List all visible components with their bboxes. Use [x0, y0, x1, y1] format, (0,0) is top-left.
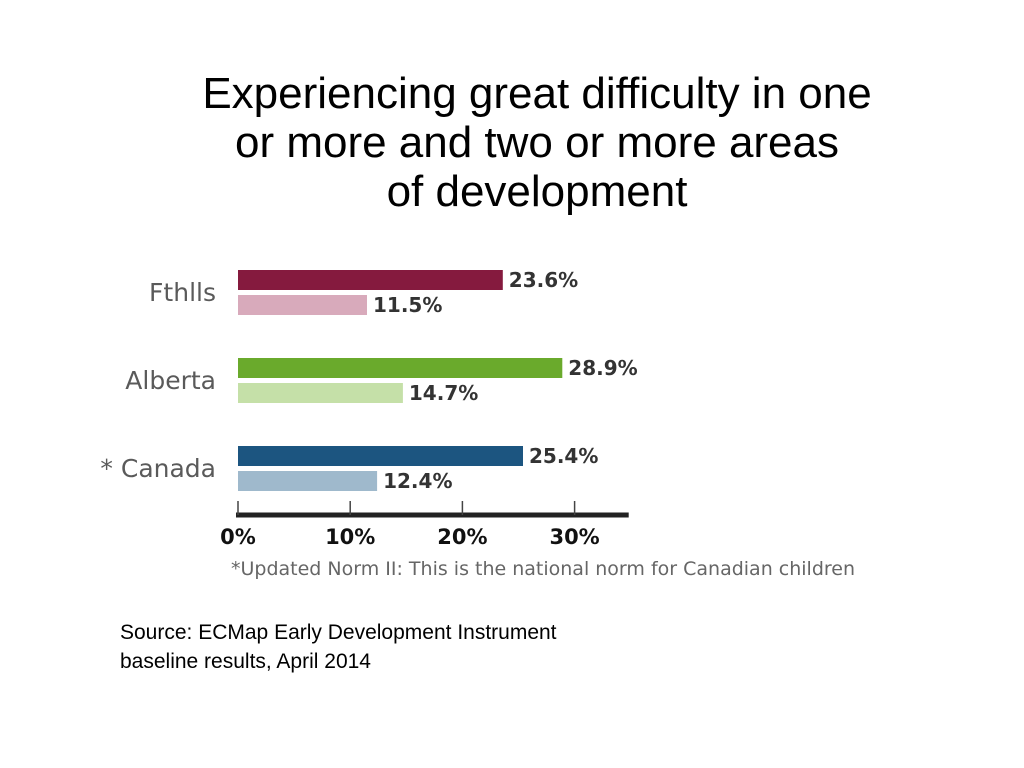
bar	[238, 358, 563, 378]
data-label: 25.4%	[529, 444, 598, 468]
category-label: * Canada	[100, 454, 216, 483]
source-line: Source: ECMap Early Development Instrume…	[120, 621, 557, 644]
x-tick-label: 10%	[325, 525, 375, 549]
category-label: Alberta	[125, 366, 216, 395]
x-tick-label: 20%	[437, 525, 487, 549]
x-tick-label: 0%	[220, 525, 256, 549]
bar	[238, 295, 367, 315]
bar-chart: Fthlls 23.6% 11.5% Alberta 28.9% 14.7% * Canad…	[100, 268, 637, 549]
source-line: baseline results, April 2014	[120, 650, 371, 673]
bar	[238, 446, 523, 466]
category-label: Fthlls	[149, 278, 216, 307]
data-label: 12.4%	[383, 469, 452, 493]
title-line: or more and two or more areas	[234, 118, 840, 168]
bar	[238, 383, 403, 403]
source-note: Source: ECMap Early Development Instrume…	[120, 618, 557, 676]
data-label: 11.5%	[373, 293, 442, 317]
title-line: Experiencing great difficulty in one	[202, 69, 872, 119]
title-line: of development	[386, 167, 688, 217]
slide-title: Experiencing great difficulty in one or …	[0, 69, 1024, 216]
bar	[238, 270, 503, 290]
data-label: 23.6%	[509, 268, 578, 292]
bar	[238, 471, 378, 491]
x-tick-label: 30%	[549, 525, 599, 549]
data-label: 14.7%	[409, 381, 478, 405]
data-label: 28.9%	[568, 356, 637, 380]
chart-footnote: *Updated Norm II: This is the national n…	[231, 558, 856, 580]
